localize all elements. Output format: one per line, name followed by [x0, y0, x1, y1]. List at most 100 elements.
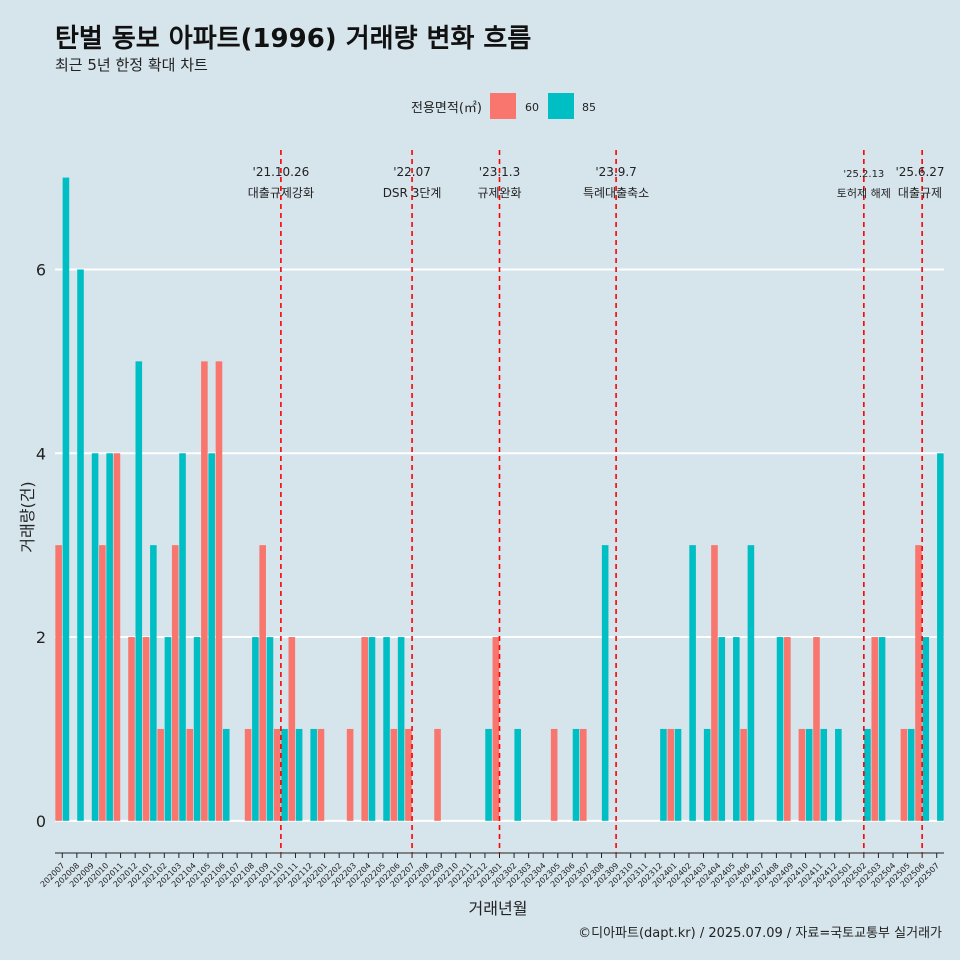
- bar-85-202507: [937, 453, 944, 821]
- bar-60-202105: [201, 361, 208, 821]
- source-caption: ©디아파트(dapt.kr) / 2025.07.09 / 자료=국토교통부 실…: [578, 926, 942, 941]
- bar-85-202012: [135, 361, 143, 821]
- bar-60-202101: [142, 637, 150, 821]
- bar-60-202411: [813, 637, 820, 821]
- bar-60-202104: [186, 728, 194, 821]
- event-label-202301: 규제완화: [477, 186, 521, 200]
- bar-85-202410: [805, 728, 813, 821]
- bar-85-202306: [572, 728, 580, 821]
- bar-85-202105: [208, 453, 215, 821]
- chart-title: 탄벌 동보 아파트(1996) 거래량 변화 흐름: [55, 24, 532, 54]
- bar-85-202401: [674, 728, 682, 821]
- legend-label-85: 85: [582, 101, 596, 114]
- bar-85-202101: [150, 545, 157, 821]
- bar-60-202103: [171, 545, 179, 821]
- bar-60-202410: [798, 728, 806, 821]
- bar-85-202412: [835, 728, 842, 821]
- legend-swatch-60: [490, 93, 516, 119]
- event-date-202301: '23.1.3: [479, 165, 520, 179]
- event-date-202309: '23.9.7: [595, 165, 636, 179]
- event-label-202309: 특례대출축소: [583, 186, 649, 200]
- bars: [55, 177, 944, 821]
- event-label-202502: 토허제 해제: [837, 186, 891, 200]
- event-label-202207: DSR 3단계: [383, 186, 442, 200]
- bar-60-202505: [900, 728, 908, 821]
- bar-85-202405: [733, 637, 740, 821]
- bar-85-202204: [368, 637, 376, 821]
- event-date-202506: '25.6.27: [895, 165, 944, 179]
- bar-60-202206: [390, 728, 398, 821]
- bar-85-202111: [295, 728, 303, 821]
- bar-60-202204: [361, 637, 368, 821]
- event-label-202506: 대출규제: [898, 186, 942, 200]
- chart-subtitle: 최근 5년 한정 확대 차트: [55, 56, 208, 74]
- bar-60-202409: [784, 637, 791, 821]
- bar-85-202302: [514, 728, 522, 821]
- bar-85-202108: [252, 637, 259, 821]
- y-tick-label-0: 0: [36, 812, 46, 831]
- bar-85-202408: [776, 637, 784, 821]
- bar-85-202109: [266, 637, 274, 821]
- bar-85-202007: [62, 177, 70, 821]
- bar-85-202110: [281, 728, 288, 821]
- legend-label-60: 60: [525, 101, 539, 114]
- event-label-202110: 대출규제강화: [248, 186, 314, 200]
- bar-60-202012: [128, 637, 135, 821]
- bar-85-202503: [878, 637, 886, 821]
- bar-60-202209: [434, 728, 441, 821]
- bar-60-202201: [317, 728, 325, 821]
- bar-60-202307: [580, 728, 587, 821]
- bar-60-202305: [550, 728, 558, 821]
- bar-60-202401: [667, 728, 675, 821]
- y-axis-title: 거래량(건): [18, 481, 37, 552]
- bar-85-202411: [820, 728, 828, 821]
- event-date-202502: '25.2.13: [843, 169, 884, 180]
- bar-85-202008: [77, 269, 84, 821]
- bar-85-202403: [703, 728, 711, 821]
- bar-85-202106: [222, 728, 230, 821]
- bar-85-202009: [91, 453, 99, 821]
- bar-85-202312: [660, 728, 667, 821]
- bar-60-202404: [711, 545, 718, 821]
- bar-85-202102: [164, 637, 172, 821]
- y-tick-label-4: 4: [36, 444, 46, 463]
- bar-85-202104: [193, 637, 201, 821]
- event-markers: '21.10.26 대출규제강화 '22.07 DSR 3단계 '23.1.3 규제완화 '…: [248, 150, 945, 853]
- bar-85-202502: [864, 728, 871, 821]
- bar-60-202102: [157, 728, 164, 821]
- bar-85-202308: [601, 545, 609, 821]
- bar-85-202406: [747, 545, 755, 821]
- bar-85-202010: [106, 453, 113, 821]
- bar-85-202212: [485, 728, 492, 821]
- bar-60-202301: [492, 637, 500, 821]
- bar-60-202007: [55, 545, 62, 821]
- bar-85-202103: [179, 453, 186, 821]
- bar-85-202112: [310, 728, 317, 821]
- bar-60-202506: [915, 545, 922, 821]
- y-tick-label-6: 6: [36, 260, 46, 279]
- bar-60-202203: [346, 728, 354, 821]
- bar-60-202503: [871, 637, 879, 821]
- x-axis-title: 거래년월: [469, 899, 528, 918]
- bar-60-202207: [405, 728, 412, 821]
- bar-60-202106: [215, 361, 223, 821]
- legend-swatch-85: [548, 93, 574, 119]
- event-date-202207: '22.07: [393, 165, 431, 179]
- bar-60-202109: [259, 545, 266, 821]
- bar-85-202206: [397, 637, 405, 821]
- legend: 전용면적(㎡) 60 85: [411, 93, 596, 119]
- bar-60-202406: [740, 728, 747, 821]
- bar-60-202011: [113, 453, 121, 821]
- legend-title: 전용면적(㎡): [411, 101, 482, 116]
- bar-85-202205: [383, 637, 390, 821]
- bar-60-202108: [244, 728, 252, 821]
- bar-60-202010: [99, 545, 106, 821]
- y-tick-label-2: 2: [36, 628, 46, 647]
- bar-60-202111: [288, 637, 296, 821]
- bar-85-202402: [689, 545, 696, 821]
- bar-85-202506: [922, 637, 930, 821]
- event-date-202110: '21.10.26: [253, 165, 310, 179]
- bar-85-202505: [907, 728, 915, 821]
- bar-85-202404: [718, 637, 726, 821]
